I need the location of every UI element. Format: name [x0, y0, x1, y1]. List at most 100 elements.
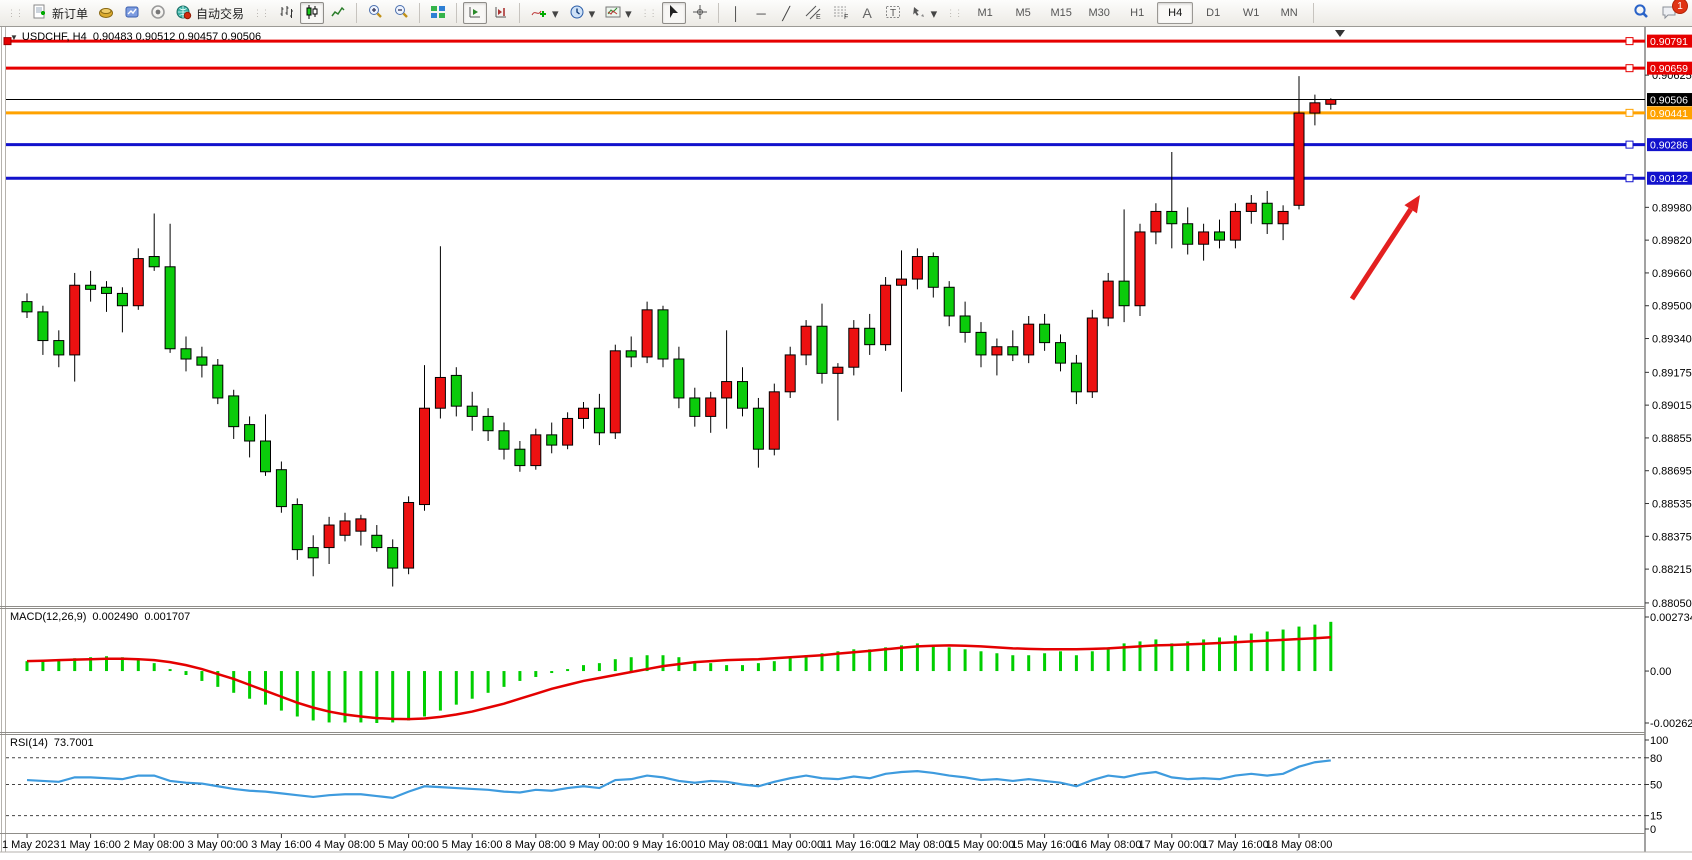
timeframe-M5-button[interactable]: M5 [1015, 7, 1031, 19]
indicators-icon [530, 4, 548, 23]
candle-body [101, 286, 112, 294]
candle-body [116, 292, 128, 307]
candle-body [752, 407, 764, 450]
dropdown-caret-icon: ▾ [552, 5, 559, 21]
candle-body [482, 415, 494, 432]
profiles-button[interactable] [94, 2, 118, 24]
toolbar-grip[interactable]: ⋮⋮ [946, 7, 963, 18]
price-tick-label: 0.88375 [1652, 531, 1692, 543]
time-axis-label: 2 May 08:00 [124, 839, 185, 851]
zoom-out-button[interactable] [389, 2, 413, 24]
line-handle [1625, 64, 1634, 73]
price-tick-label: 0.88855 [1652, 433, 1692, 445]
autotrading-label: 自动交易 [196, 6, 245, 21]
crosshair-button[interactable] [688, 2, 712, 24]
timeframe-W1-button[interactable]: W1 [1242, 7, 1260, 19]
chart-menu-triangle-icon[interactable]: ▼ [10, 33, 18, 42]
cursor-button[interactable] [661, 2, 686, 24]
periods-button[interactable]: ▾ [565, 2, 600, 24]
timeframe-H4-button[interactable]: H4 [1157, 2, 1194, 24]
candle-body [434, 376, 446, 409]
candlestick-chart-button[interactable] [300, 2, 325, 24]
zoom-in-button[interactable] [363, 2, 387, 24]
bar-chart-button[interactable] [274, 2, 298, 24]
svg-text:T: T [890, 8, 896, 19]
time-axis-label: 9 May 00:00 [569, 839, 630, 851]
horizontal-line-0.90286[interactable] [6, 140, 1645, 149]
horizontal-line-button[interactable]: ─ [750, 2, 773, 24]
timeframe-D1-button[interactable]: D1 [1206, 7, 1221, 19]
signals-button[interactable] [146, 2, 170, 24]
candle-body [705, 397, 717, 417]
horizontal-line-0.90441[interactable] [6, 108, 1645, 117]
candle-body [403, 501, 415, 569]
candle-body [800, 325, 812, 356]
line-chart-button[interactable] [326, 2, 350, 24]
candle-body [975, 331, 987, 356]
horizontal-line-0.90791[interactable] [6, 37, 1645, 46]
candle-body [530, 434, 542, 467]
tile-windows-button[interactable] [426, 2, 450, 24]
price-tick-label: 0.89340 [1652, 334, 1692, 346]
candle-body [1086, 317, 1098, 393]
horizontal-line-0.90122[interactable] [6, 174, 1645, 183]
rsi-axis-label: 15 [1650, 811, 1662, 823]
templates-button[interactable]: ▾ [601, 2, 636, 24]
auto-scroll-button[interactable] [463, 2, 488, 24]
channel-button[interactable]: E [800, 2, 826, 24]
candle-body [1039, 323, 1051, 344]
autotrading-button[interactable]: 自动交易 [172, 2, 248, 24]
price-tick-label: 0.89660 [1652, 268, 1692, 280]
timeframe-M30-button[interactable]: M30 [1088, 7, 1110, 19]
trend-arrow-annotation[interactable] [1349, 195, 1420, 301]
zoom-in-icon [367, 4, 383, 23]
toolbar-grip[interactable]: ⋮⋮ [7, 7, 24, 18]
bar-chart-icon [278, 4, 294, 23]
candle-body [578, 407, 589, 419]
notifications-button[interactable]: 1 [1656, 0, 1688, 24]
line-handle [1625, 108, 1634, 117]
rsi-label: RSI(14) 73.7001 [10, 737, 94, 749]
candle-body [228, 395, 240, 428]
time-axis-label: 3 May 00:00 [188, 839, 249, 851]
candle-body [387, 547, 399, 569]
price-tick-label: 0.88215 [1652, 564, 1692, 576]
toolbar-grip[interactable]: ⋮⋮ [640, 7, 658, 18]
label-button[interactable]: T [881, 2, 905, 24]
candle-body [562, 417, 574, 446]
arrows-tool-button[interactable]: ▾ [907, 2, 942, 24]
timeframe-H1-button[interactable]: H1 [1130, 7, 1145, 19]
line-handle[interactable] [3, 37, 12, 46]
chart-shift-button[interactable] [489, 2, 513, 24]
timeframe-MN-button[interactable]: MN [1280, 7, 1298, 19]
price-tick-label: 0.88695 [1652, 466, 1692, 478]
new-order-button[interactable]: 新订单 [28, 2, 92, 24]
price-badge: 0.90506 [1647, 93, 1692, 107]
candlestick-series [21, 76, 1337, 587]
vertical-line-button[interactable]: │ [725, 2, 748, 24]
indicators-button[interactable]: ▾ [526, 2, 563, 24]
toolbar-grip[interactable]: ⋮⋮ [253, 7, 270, 18]
trendline-button[interactable]: ╱ [775, 2, 798, 24]
timeframe-M1-button[interactable]: M1 [977, 7, 993, 19]
price-badge: 0.90441 [1647, 106, 1692, 120]
cursor-icon [666, 4, 682, 23]
macd-axis-label: -0.002628 [1650, 718, 1692, 730]
timeframe-M15-button[interactable]: M15 [1050, 7, 1072, 19]
candle-body [53, 340, 65, 356]
chart-shift-marker-icon[interactable] [1335, 30, 1345, 37]
search-button[interactable] [1628, 2, 1654, 24]
periods-icon [569, 4, 585, 23]
time-axis-label: 17 May 16:00 [1202, 839, 1269, 851]
candle-body [991, 346, 1003, 356]
dropdown-caret-icon: ▾ [930, 5, 938, 21]
candle-body [927, 256, 939, 288]
time-axis-label: 3 May 16:00 [251, 839, 312, 851]
new-order-label: 新订单 [52, 6, 89, 21]
horizontal-line-0.90659[interactable] [6, 64, 1645, 73]
navigator-button[interactable] [120, 2, 144, 24]
text-button[interactable]: A [856, 2, 879, 24]
fibonacci-button[interactable]: F [828, 2, 854, 24]
candle-body [514, 448, 526, 467]
